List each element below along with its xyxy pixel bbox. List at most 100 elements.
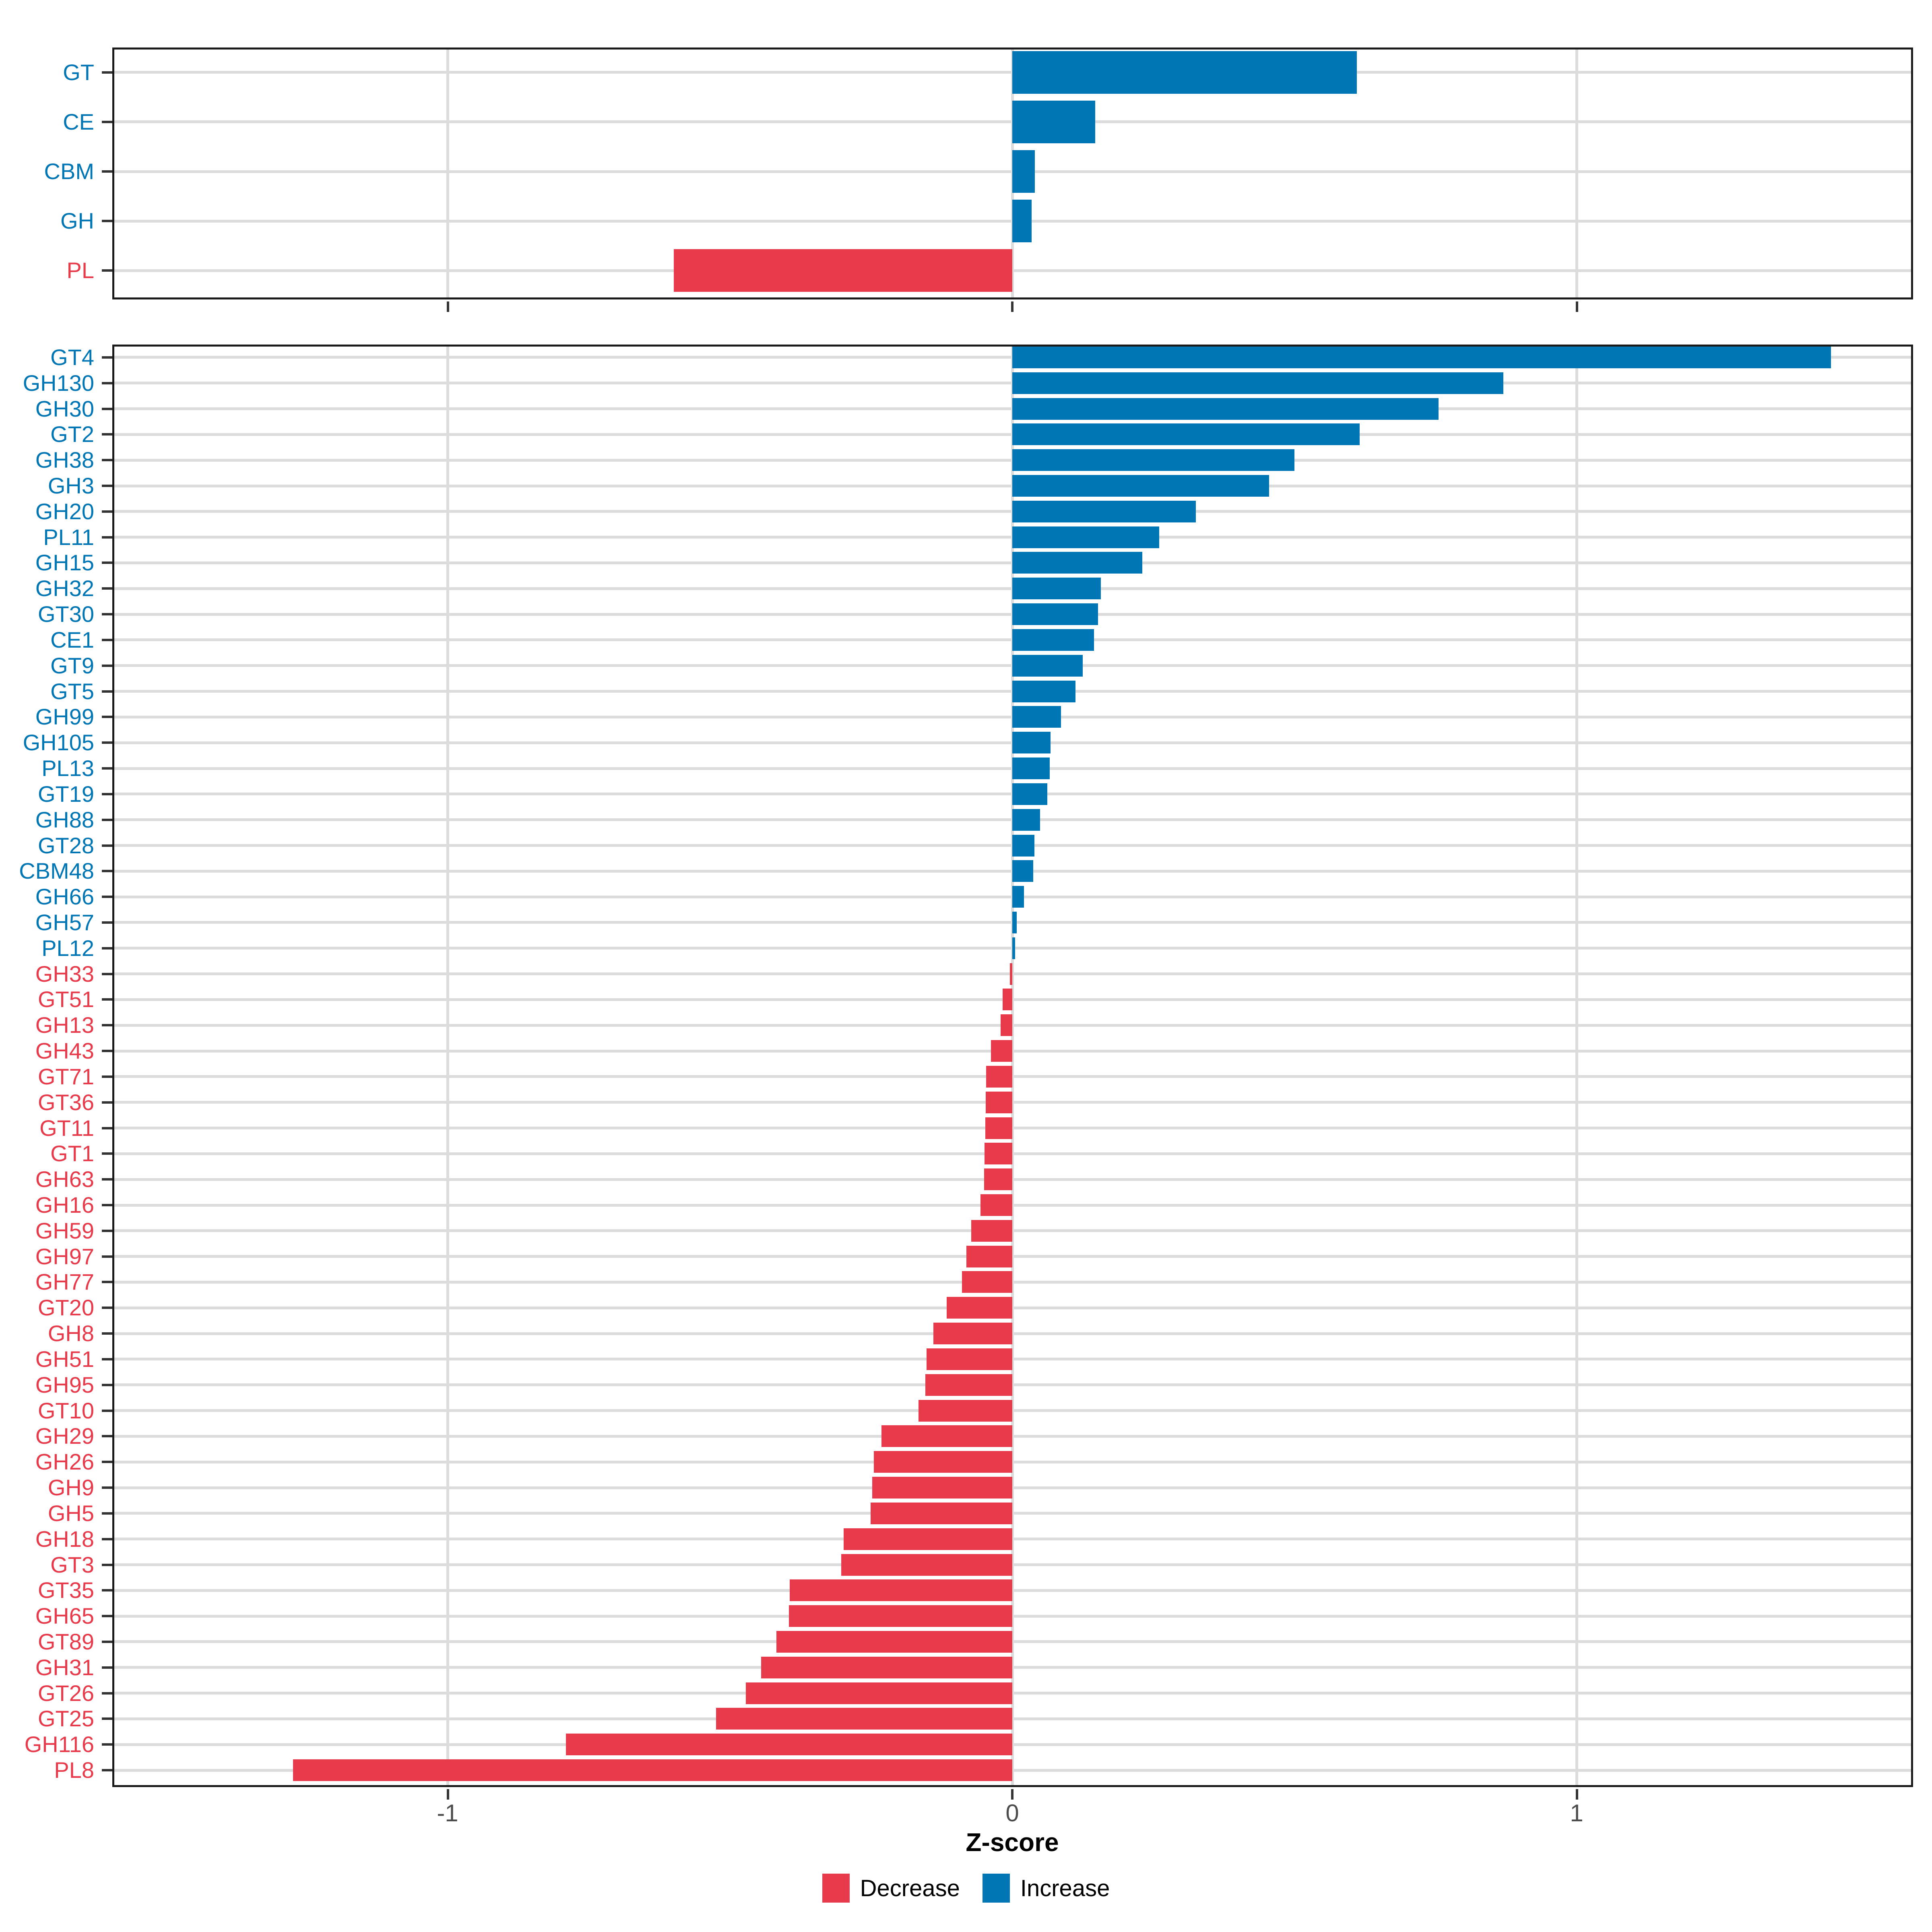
- v-gridline-1: [1575, 50, 1578, 297]
- bar-GT: [1012, 51, 1357, 94]
- y-tick: [102, 120, 112, 123]
- y-label-GH15: GH15: [35, 550, 94, 576]
- y-label-GH95: GH95: [35, 1372, 94, 1397]
- x-tick-1: [1575, 301, 1578, 312]
- bar-GH8: [933, 1323, 1012, 1345]
- y-tick: [102, 1666, 112, 1669]
- bar-GT19: [1012, 783, 1047, 805]
- y-tick: [102, 407, 112, 410]
- bar-GH9: [872, 1477, 1012, 1499]
- y-label-GH13: GH13: [35, 1012, 94, 1038]
- h-gridline: [114, 1486, 1911, 1489]
- y-tick: [102, 1229, 112, 1232]
- bar-GH13: [1000, 1014, 1012, 1036]
- y-label-GT25: GT25: [37, 1706, 94, 1732]
- h-gridline: [114, 1049, 1911, 1053]
- y-tick: [102, 510, 112, 513]
- x-axis-title: Z-score: [966, 1828, 1059, 1857]
- y-label-CBM: CBM: [44, 159, 94, 184]
- h-gridline: [114, 1024, 1911, 1027]
- bar-GH51: [926, 1348, 1012, 1370]
- y-label-GT20: GT20: [37, 1295, 94, 1321]
- h-gridline: [114, 1358, 1911, 1361]
- y-tick: [102, 716, 112, 718]
- y-label-GH16: GH16: [35, 1192, 94, 1218]
- y-label-CE: CE: [63, 109, 94, 134]
- bar-GH88: [1012, 809, 1040, 831]
- bar-GH32: [1012, 578, 1101, 600]
- y-tick: [102, 1692, 112, 1695]
- y-label-GT3: GT3: [50, 1552, 94, 1577]
- y-label-PL: PL: [66, 258, 95, 283]
- legend-label-increase: Increase: [1020, 1875, 1110, 1901]
- y-label-GT19: GT19: [37, 781, 94, 807]
- x-tick-1: [1575, 1789, 1578, 1800]
- y-label-GH97: GH97: [35, 1243, 94, 1269]
- y-tick: [102, 1204, 112, 1207]
- v-gridline-1: [1575, 347, 1578, 1785]
- y-tick: [102, 269, 112, 272]
- bar-GT35: [790, 1579, 1012, 1602]
- y-label-GT71: GT71: [37, 1063, 94, 1089]
- y-label-GT: GT: [63, 59, 94, 85]
- y-label-GH77: GH77: [35, 1269, 94, 1295]
- bar-GH38: [1012, 449, 1295, 471]
- y-label-GH51: GH51: [35, 1346, 94, 1372]
- bar-GT36: [986, 1091, 1012, 1113]
- y-tick: [102, 1589, 112, 1592]
- y-label-GH65: GH65: [35, 1603, 94, 1629]
- y-label-PL13: PL13: [41, 755, 94, 781]
- bar-GH18: [843, 1528, 1012, 1550]
- y-label-GH59: GH59: [35, 1218, 94, 1243]
- y-label-GT89: GT89: [37, 1629, 94, 1654]
- y-label-GH29: GH29: [35, 1423, 94, 1449]
- bar-GT51: [1003, 989, 1012, 1011]
- bar-GT11: [985, 1117, 1012, 1139]
- y-tick: [102, 1383, 112, 1386]
- bar-GH33: [1010, 963, 1012, 985]
- y-tick: [102, 561, 112, 564]
- bar-CBM: [1012, 150, 1035, 193]
- bar-GT26: [746, 1682, 1012, 1704]
- y-tick: [102, 1281, 112, 1284]
- y-tick: [102, 433, 112, 436]
- y-label-GH30: GH30: [35, 396, 94, 421]
- y-tick: [102, 1486, 112, 1489]
- h-gridline: [114, 1435, 1911, 1438]
- y-label-GT11: GT11: [39, 1115, 94, 1141]
- bar-GT2: [1012, 423, 1360, 446]
- bar-GH: [1012, 200, 1032, 243]
- y-tick: [102, 220, 112, 223]
- bar-GT9: [1012, 654, 1083, 677]
- y-tick: [102, 844, 112, 847]
- y-tick: [102, 170, 112, 173]
- bar-GH30: [1012, 398, 1439, 420]
- h-gridline: [114, 1152, 1911, 1155]
- y-tick: [102, 793, 112, 795]
- h-gridline: [114, 1589, 1911, 1592]
- bar-GH77: [962, 1271, 1012, 1293]
- y-label-GH3: GH3: [47, 473, 94, 499]
- y-label-GH32: GH32: [35, 576, 94, 601]
- y-tick: [102, 972, 112, 975]
- x-tick-label-minus1: -1: [437, 1800, 458, 1827]
- y-label-GT28: GT28: [37, 832, 94, 858]
- bar-GT3: [841, 1554, 1012, 1576]
- y-label-GH33: GH33: [35, 961, 94, 987]
- y-tick: [102, 1563, 112, 1566]
- v-gridline-0: [1011, 347, 1014, 1785]
- bar-GT28: [1012, 834, 1034, 857]
- legend-item-increase: Increase: [982, 1874, 1110, 1903]
- y-tick: [102, 613, 112, 616]
- y-label-GH43: GH43: [35, 1038, 94, 1064]
- h-gridline: [114, 1538, 1911, 1541]
- bar-GH116: [566, 1734, 1012, 1756]
- y-tick: [102, 485, 112, 487]
- bar-GH65: [788, 1605, 1012, 1627]
- h-gridline: [114, 1717, 1911, 1720]
- y-label-GH5: GH5: [47, 1500, 94, 1526]
- bar-GT25: [716, 1708, 1012, 1730]
- y-label-PL8: PL8: [54, 1757, 94, 1783]
- y-label-PL12: PL12: [41, 935, 94, 961]
